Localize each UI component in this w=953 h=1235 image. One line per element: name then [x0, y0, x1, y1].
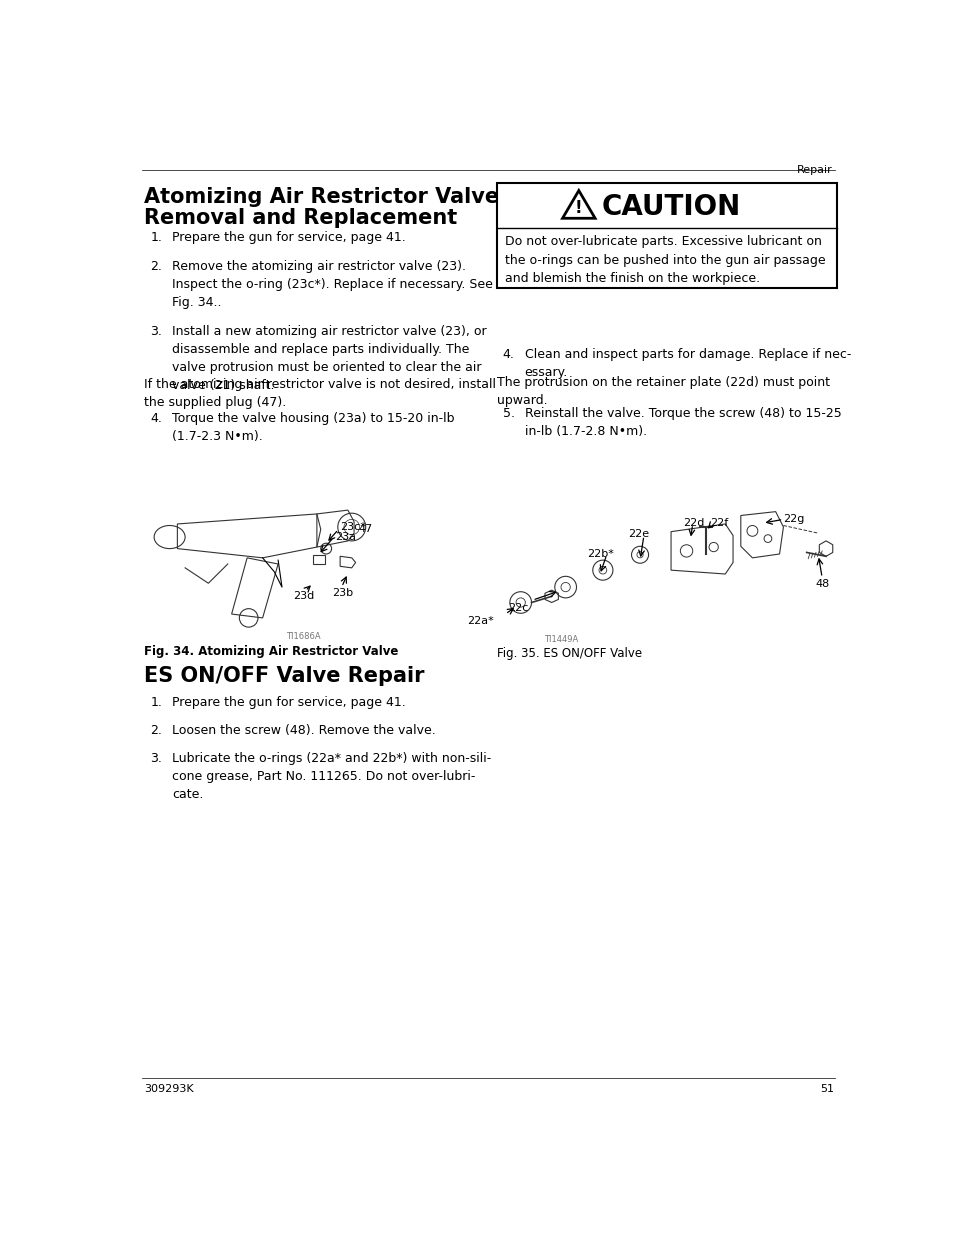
Text: 1.: 1. — [150, 697, 162, 709]
Text: 4.: 4. — [150, 412, 162, 425]
Text: Removal and Replacement: Removal and Replacement — [144, 209, 456, 228]
Text: Lubricate the o-rings (22a* and 22b*) with non-sili-
cone grease, Part No. 11126: Lubricate the o-rings (22a* and 22b*) wi… — [172, 752, 491, 800]
Text: 1.: 1. — [150, 231, 162, 243]
Text: 23b: 23b — [332, 588, 354, 598]
Text: The protrusion on the retainer plate (22d) must point
upward.: The protrusion on the retainer plate (22… — [497, 377, 829, 408]
Text: 5.: 5. — [502, 406, 515, 420]
Text: Loosen the screw (48). Remove the valve.: Loosen the screw (48). Remove the valve. — [172, 724, 436, 737]
Text: TI1686A: TI1686A — [286, 632, 320, 641]
Text: 23a: 23a — [335, 532, 356, 542]
Bar — [497, 183, 836, 288]
Text: ES ON/OFF Valve Repair: ES ON/OFF Valve Repair — [144, 666, 424, 685]
Text: If the atomizing air restrictor valve is not desired, install
the supplied plug : If the atomizing air restrictor valve is… — [144, 378, 496, 409]
Text: Install a new atomizing air restrictor valve (23), or
disassemble and replace pa: Install a new atomizing air restrictor v… — [172, 325, 486, 393]
Text: !: ! — [575, 199, 582, 216]
Text: 22g: 22g — [782, 514, 804, 524]
Text: 22c: 22c — [508, 603, 528, 613]
Text: 2.: 2. — [150, 259, 162, 273]
Text: 309293K: 309293K — [144, 1084, 193, 1094]
Text: Clean and inspect parts for damage. Replace if nec-
essary.: Clean and inspect parts for damage. Repl… — [524, 348, 850, 379]
Text: Do not over-lubricate parts. Excessive lubricant on
the o-rings can be pushed in: Do not over-lubricate parts. Excessive l… — [505, 235, 825, 285]
Text: 3.: 3. — [150, 325, 162, 338]
Text: 23c*: 23c* — [340, 522, 366, 532]
Text: 22d: 22d — [682, 517, 703, 527]
Text: 47: 47 — [357, 525, 372, 535]
Text: Repair: Repair — [796, 165, 831, 175]
Text: 2.: 2. — [150, 724, 162, 737]
Text: 22f: 22f — [709, 517, 727, 527]
Text: 23d: 23d — [294, 592, 314, 601]
Text: 22a*: 22a* — [466, 616, 493, 626]
Text: 4.: 4. — [502, 348, 515, 362]
Text: Fig. 34. Atomizing Air Restrictor Valve: Fig. 34. Atomizing Air Restrictor Valve — [144, 645, 398, 658]
Text: Remove the atomizing air restrictor valve (23).
Inspect the o-ring (23c*). Repla: Remove the atomizing air restrictor valv… — [172, 259, 493, 309]
Text: 3.: 3. — [150, 752, 162, 764]
Text: Reinstall the valve. Torque the screw (48) to 15-25
in-lb (1.7-2.8 N•m).: Reinstall the valve. Torque the screw (4… — [524, 406, 841, 438]
Bar — [313, 555, 324, 564]
Text: Atomizing Air Restrictor Valve: Atomizing Air Restrictor Valve — [144, 186, 498, 206]
Text: Fig. 35. ES ON/OFF Valve: Fig. 35. ES ON/OFF Valve — [497, 647, 642, 661]
Text: 22e: 22e — [628, 530, 649, 540]
Text: Prepare the gun for service, page 41.: Prepare the gun for service, page 41. — [172, 697, 405, 709]
Text: Torque the valve housing (23a) to 15-20 in-lb
(1.7-2.3 N•m).: Torque the valve housing (23a) to 15-20 … — [172, 412, 454, 443]
Text: Prepare the gun for service, page 41.: Prepare the gun for service, page 41. — [172, 231, 405, 243]
Text: 51: 51 — [819, 1084, 833, 1094]
Text: 22b*: 22b* — [587, 548, 614, 558]
Text: CAUTION: CAUTION — [601, 194, 740, 221]
Text: 48: 48 — [814, 579, 828, 589]
Text: TI1449A: TI1449A — [543, 635, 578, 643]
